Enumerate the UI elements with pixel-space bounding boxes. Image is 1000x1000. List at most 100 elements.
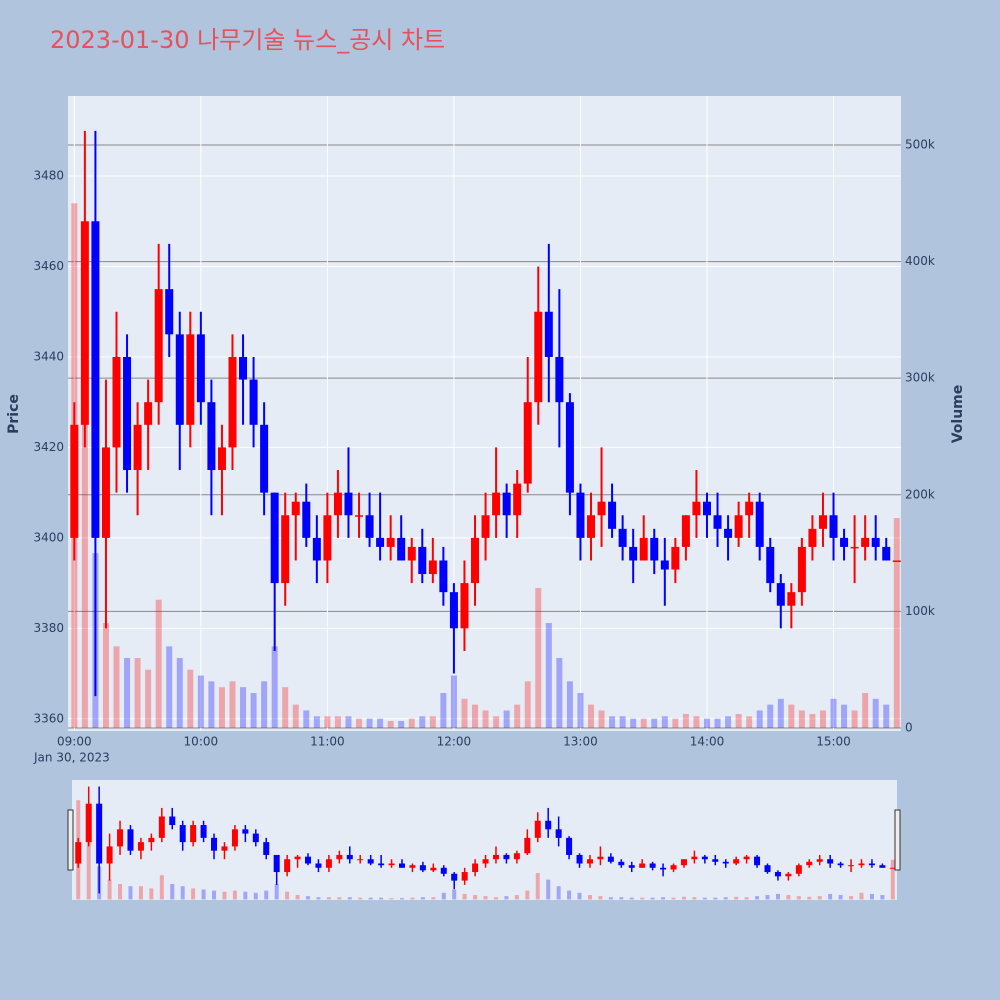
- mini-candle-body: [868, 863, 875, 866]
- mini-candle-body: [461, 872, 468, 881]
- candle-body: [91, 221, 100, 538]
- volume-bar: [514, 704, 521, 728]
- candle-body: [112, 356, 121, 448]
- x-tick-label: 11:00: [310, 735, 345, 749]
- volume-bar: [229, 681, 236, 728]
- mini-candle-body: [827, 859, 834, 864]
- mini-candle-body: [806, 861, 813, 866]
- mini-volume-bar: [755, 896, 760, 900]
- mini-candle-body: [96, 803, 103, 864]
- mini-volume-bar: [285, 891, 290, 900]
- mini-candle-body: [211, 837, 218, 851]
- y-tick-label: 3480: [33, 169, 64, 183]
- volume-bar: [472, 704, 479, 728]
- candle-body: [818, 515, 827, 529]
- range-slider[interactable]: [72, 780, 897, 900]
- volume-bar: [113, 646, 120, 728]
- y-tick-label: 3380: [33, 621, 64, 635]
- mini-candle-body: [231, 829, 238, 847]
- candle-body: [460, 583, 469, 629]
- volume-bar: [429, 716, 436, 728]
- mini-candle-body: [660, 867, 667, 870]
- mini-volume-bar: [567, 890, 572, 900]
- range-handle-left[interactable]: [67, 809, 74, 871]
- mini-candle-body: [503, 854, 510, 860]
- volume-bar: [261, 681, 268, 728]
- y2-tick-label: 400k: [905, 254, 935, 268]
- volume-bar: [851, 710, 858, 728]
- volume-bar: [640, 718, 647, 728]
- mini-candle-body: [513, 853, 520, 860]
- volume-bar: [767, 704, 774, 728]
- x-tick-label: 12:00: [437, 735, 472, 749]
- mini-candle-body: [743, 856, 750, 860]
- chart-title: 2023-01-30 나무기술 뉴스_공시 차트: [50, 26, 445, 54]
- candle-body: [702, 501, 711, 516]
- y2-tick-label: 0: [905, 720, 913, 734]
- candle-body: [344, 492, 353, 516]
- mini-volume-bar: [107, 879, 112, 900]
- y-tick-label: 3420: [33, 440, 64, 454]
- candle-body: [597, 501, 606, 516]
- volume-bar: [155, 599, 162, 728]
- volume-bar: [81, 354, 88, 728]
- mini-volume-bar: [849, 896, 854, 900]
- mini-candle-body: [639, 863, 646, 868]
- x-date-label: Jan 30, 2023: [33, 751, 110, 765]
- candle-body: [650, 537, 659, 561]
- mini-candle-body: [816, 859, 823, 862]
- volume-bar: [166, 646, 173, 728]
- candle-body: [565, 402, 574, 493]
- mini-volume-bar: [253, 892, 258, 900]
- candle-body: [850, 546, 859, 549]
- candle-body: [386, 537, 395, 547]
- candle-body: [196, 334, 205, 403]
- mini-volume-bar: [222, 891, 227, 900]
- candle-body: [439, 560, 448, 593]
- candle-body: [70, 424, 79, 538]
- volume-bar: [282, 687, 289, 728]
- mini-candle-body: [722, 861, 729, 864]
- volume-bar: [535, 588, 542, 728]
- candle-body: [618, 528, 627, 547]
- mini-candle-body: [409, 865, 416, 868]
- mini-volume-bar: [159, 875, 164, 900]
- mini-candle-body: [848, 865, 855, 867]
- mini-volume-bar: [389, 898, 394, 900]
- mini-candle-body: [858, 863, 865, 866]
- mini-volume-bar: [180, 886, 185, 900]
- mini-candle-body: [294, 856, 301, 860]
- mini-candle-body: [148, 837, 155, 843]
- candle-body: [534, 311, 543, 403]
- mini-volume-bar: [212, 890, 217, 900]
- candle-body: [861, 537, 870, 547]
- candle-body: [734, 515, 743, 538]
- volume-bar: [587, 704, 594, 728]
- mini-candle-body: [378, 863, 385, 866]
- mini-volume-bar: [890, 859, 895, 900]
- range-handle-right[interactable]: [894, 809, 901, 871]
- mini-volume-bar: [723, 897, 728, 900]
- volume-bar: [556, 658, 563, 728]
- volume-bar: [661, 716, 668, 728]
- volume-bar: [419, 716, 426, 728]
- candle-body: [502, 492, 511, 516]
- volume-bar: [334, 716, 341, 728]
- mini-volume-bar: [358, 897, 363, 900]
- volume-bar: [830, 698, 837, 728]
- mini-volume-bar: [629, 897, 634, 900]
- mini-candle-body: [555, 829, 562, 838]
- volume-bar: [124, 658, 131, 728]
- mini-candle-body: [336, 854, 343, 860]
- mini-volume-bar: [838, 895, 843, 900]
- y2-tick-label: 100k: [905, 604, 935, 618]
- mini-volume-bar: [556, 886, 561, 900]
- volume-bar: [703, 718, 710, 728]
- volume-bar: [756, 710, 763, 728]
- volume-bar: [102, 623, 109, 728]
- volume-bar: [872, 698, 879, 728]
- y2-tick-label: 300k: [905, 371, 935, 385]
- mini-volume-bar: [702, 897, 707, 900]
- mini-candle-body: [889, 867, 896, 869]
- volume-bar: [672, 718, 679, 728]
